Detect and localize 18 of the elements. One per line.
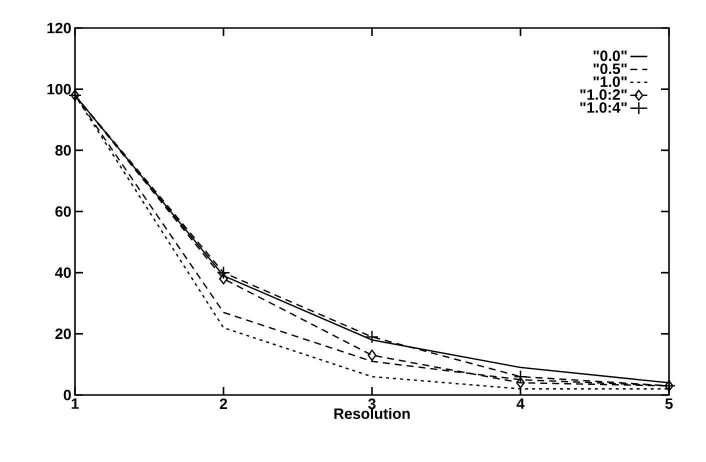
legend-label: "1.0:2" xyxy=(580,89,627,100)
y-tick-label: 0 xyxy=(64,390,71,400)
legend-label: "0.5" xyxy=(594,63,627,74)
y-tick-label: 100 xyxy=(47,84,71,94)
y-tick-label: 80 xyxy=(55,145,71,156)
x-axis-title: Resolution xyxy=(334,408,410,419)
y-tick-label: 40 xyxy=(55,267,71,278)
legend-label: "1.0" xyxy=(594,76,627,87)
x-tick-label: 3 xyxy=(368,398,376,410)
y-tick-label: 20 xyxy=(55,328,71,340)
x-tick-label: 2 xyxy=(220,398,228,409)
x-tick-label: 1 xyxy=(72,398,79,409)
x-tick-label: 4 xyxy=(516,398,525,409)
legend-label: "0.0" xyxy=(594,50,627,62)
y-tick-label: 60 xyxy=(55,206,71,217)
y-tick-label: 120 xyxy=(47,22,71,34)
legend-label: "1.0:4" xyxy=(580,102,627,113)
x-tick-label: 5 xyxy=(665,398,673,409)
